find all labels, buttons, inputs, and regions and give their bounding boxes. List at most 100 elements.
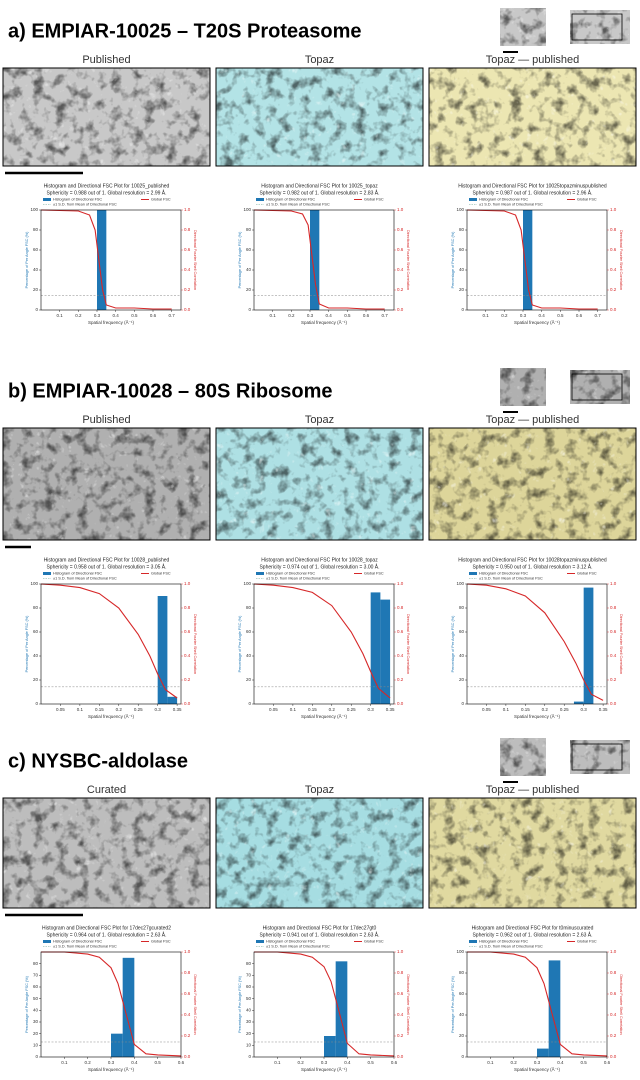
inset-map-highlight bbox=[570, 740, 630, 774]
y2-tick-label: 0.6 bbox=[397, 629, 404, 634]
legend-label: Global FSC bbox=[577, 940, 597, 944]
histogram-bar bbox=[157, 596, 168, 704]
x-axis-label: Spatial frequency (Å⁻¹) bbox=[88, 319, 134, 325]
y-tick-label: 70 bbox=[33, 973, 39, 978]
y-tick-label: 20 bbox=[33, 287, 39, 292]
y-tick-label: 10 bbox=[33, 1043, 39, 1048]
x-axis-label: Spatial frequency (Å⁻¹) bbox=[301, 713, 347, 719]
y-tick-label: 20 bbox=[459, 1033, 465, 1038]
y2-tick-label: 0.8 bbox=[610, 605, 617, 610]
legend-swatch bbox=[43, 198, 51, 201]
density-map-highlight bbox=[216, 798, 423, 908]
y2-tick-label: 0.8 bbox=[397, 970, 404, 975]
inset-map-highlight bbox=[570, 10, 630, 44]
global-fsc-line bbox=[467, 951, 608, 1057]
y-axis-label: Percentage of Per Angle FSC (%) bbox=[238, 975, 242, 1033]
y2-tick-label: 1.0 bbox=[184, 949, 191, 954]
global-fsc-line bbox=[253, 583, 391, 699]
x-tick-label: 0.6 bbox=[150, 313, 157, 318]
y-tick-label: 100 bbox=[456, 207, 464, 212]
y-tick-label: 50 bbox=[246, 996, 252, 1001]
y-tick-label: 80 bbox=[33, 605, 39, 610]
x-tick-label: 0.35 bbox=[386, 707, 395, 712]
x-tick-label: 0.5 bbox=[368, 1060, 375, 1065]
y-tick-label: 100 bbox=[456, 949, 464, 954]
y2-tick-label: 0.4 bbox=[610, 653, 617, 658]
y2-tick-label: 0.0 bbox=[184, 1054, 191, 1059]
y2-tick-label: 0.0 bbox=[397, 1054, 404, 1059]
plot-subtitle: Sphericity = 0.950 out of 1. Global reso… bbox=[472, 563, 592, 570]
y2-tick-label: 0.4 bbox=[184, 1012, 191, 1017]
x-tick-label: 0.2 bbox=[75, 313, 82, 318]
x-tick-label: 0.6 bbox=[178, 1060, 185, 1065]
y-axis-label: Percentage of Per Angle FSC (%) bbox=[25, 975, 29, 1033]
x-tick-label: 0.1 bbox=[274, 1060, 281, 1065]
histogram-bar bbox=[324, 1036, 336, 1057]
y2-tick-label: 0.8 bbox=[184, 605, 191, 610]
y-tick-label: 40 bbox=[246, 1008, 252, 1013]
column-label: Topaz — published bbox=[486, 784, 580, 796]
x-tick-label: 0.2 bbox=[85, 1060, 92, 1065]
y-tick-label: 20 bbox=[246, 287, 252, 292]
y-tick-label: 100 bbox=[456, 581, 464, 586]
x-tick-label: 0.15 bbox=[95, 707, 104, 712]
legend-swatch bbox=[43, 572, 51, 575]
global-fsc-line bbox=[41, 951, 182, 1057]
y2-axis-label: Directional Fourier Shell Correlation bbox=[406, 614, 410, 674]
x-tick-label: 0.1 bbox=[57, 313, 64, 318]
y2-tick-label: 1.0 bbox=[610, 949, 617, 954]
map-frame bbox=[2, 427, 211, 541]
y-tick-label: 20 bbox=[246, 1031, 252, 1036]
histogram-bar bbox=[537, 1048, 549, 1057]
y2-tick-label: 0.4 bbox=[610, 1012, 617, 1017]
y2-axis-label: Directional Fourier Shell Correlation bbox=[619, 614, 623, 674]
global-fsc-line bbox=[466, 209, 598, 310]
y2-tick-label: 0.0 bbox=[610, 307, 617, 312]
x-axis-label: Spatial frequency (Å⁻¹) bbox=[88, 713, 134, 719]
x-tick-label: 0.3 bbox=[155, 707, 162, 712]
y2-tick-label: 1.0 bbox=[610, 581, 617, 586]
y-tick-label: 40 bbox=[33, 1008, 39, 1013]
legend-label: Global FSC bbox=[151, 940, 171, 944]
column-label: Published bbox=[82, 54, 130, 66]
y-axis-label: Percentage of Per Angle FSC (%) bbox=[451, 231, 455, 289]
y-tick-label: 20 bbox=[33, 677, 39, 682]
y-tick-label: 20 bbox=[459, 287, 465, 292]
y2-tick-label: 0.6 bbox=[184, 991, 191, 996]
x-tick-label: 0.2 bbox=[511, 1060, 518, 1065]
y-tick-label: 40 bbox=[459, 1012, 465, 1017]
y2-tick-label: 0.6 bbox=[184, 247, 191, 252]
histogram-bar bbox=[111, 1033, 123, 1057]
x-tick-label: 0.25 bbox=[134, 707, 143, 712]
y-tick-label: 50 bbox=[33, 996, 39, 1001]
x-tick-label: 0.7 bbox=[169, 313, 176, 318]
y-tick-label: 0 bbox=[461, 1054, 464, 1059]
column-label: Curated bbox=[87, 784, 126, 796]
y-tick-label: 60 bbox=[33, 984, 39, 989]
column-label: Topaz — published bbox=[486, 54, 580, 66]
legend-swatch bbox=[256, 940, 264, 943]
x-tick-label: 0.3 bbox=[321, 1060, 328, 1065]
x-tick-label: 0.4 bbox=[539, 313, 546, 318]
inset-map-highlight bbox=[500, 368, 546, 406]
y-tick-label: 70 bbox=[246, 973, 252, 978]
legend-label: ±1 S.D. from Mean of Directional FSC bbox=[266, 203, 330, 207]
histogram-bar bbox=[370, 592, 381, 704]
y2-tick-label: 0.2 bbox=[184, 287, 191, 292]
x-tick-label: 0.35 bbox=[173, 707, 182, 712]
histogram-bar bbox=[548, 960, 561, 1057]
plot-subtitle: Sphericity = 0.964 out of 1. Global reso… bbox=[46, 931, 166, 938]
y2-tick-label: 0.4 bbox=[397, 267, 404, 272]
histogram-bar bbox=[310, 210, 320, 310]
y-tick-label: 60 bbox=[246, 247, 252, 252]
column-label: Topaz bbox=[305, 414, 334, 426]
legend-label: ±1 S.D. from Mean of Directional FSC bbox=[479, 203, 543, 207]
density-map-highlight bbox=[3, 798, 210, 908]
x-tick-label: 0.1 bbox=[290, 707, 297, 712]
y2-tick-label: 0.4 bbox=[610, 267, 617, 272]
plot-title: Histogram and Directional FSC Plot for 1… bbox=[263, 925, 377, 931]
x-axis-label: Spatial frequency (Å⁻¹) bbox=[301, 1066, 347, 1072]
y2-tick-label: 1.0 bbox=[397, 949, 404, 954]
y-axis-label: Percentage of Per Angle FSC (%) bbox=[238, 615, 242, 673]
x-tick-label: 0.4 bbox=[326, 313, 333, 318]
